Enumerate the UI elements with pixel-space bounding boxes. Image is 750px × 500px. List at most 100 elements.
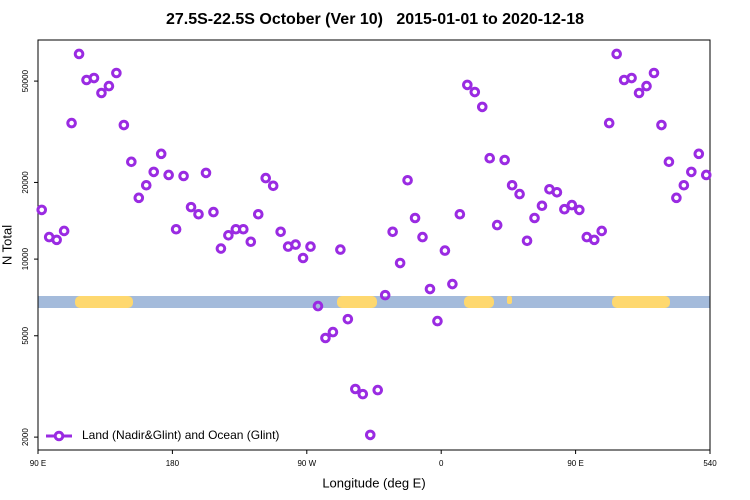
point [327, 326, 339, 338]
y-tick-label: 20000 [21, 171, 30, 194]
point [476, 101, 488, 113]
point [118, 119, 130, 131]
point [596, 225, 608, 237]
point [454, 208, 466, 220]
point [626, 72, 637, 84]
point [372, 384, 384, 396]
point [51, 234, 62, 246]
x-tick-label: 90 W [297, 459, 316, 468]
point [342, 313, 354, 325]
point [126, 156, 137, 168]
point [588, 234, 600, 246]
point [245, 236, 257, 248]
point [364, 429, 376, 441]
point [648, 67, 660, 79]
point [111, 67, 122, 79]
point [693, 148, 705, 160]
x-tick-label: 0 [439, 459, 444, 468]
point [58, 225, 70, 237]
point [686, 166, 697, 178]
point [379, 289, 391, 301]
point [559, 203, 570, 215]
point [350, 383, 361, 395]
point [499, 154, 510, 166]
point [155, 148, 167, 160]
point [641, 80, 652, 92]
x-axis-label: Longitude (deg E) [322, 475, 425, 490]
y-tick-label: 2000 [21, 428, 30, 446]
point [103, 80, 115, 92]
x-tick-label: 90 E [567, 459, 583, 468]
point [267, 180, 279, 192]
point [320, 332, 331, 344]
y-tick-label: 5000 [21, 326, 30, 344]
point [484, 152, 496, 164]
point [424, 283, 436, 295]
point [700, 169, 712, 181]
point [409, 212, 421, 224]
point [551, 186, 563, 198]
point [305, 241, 316, 252]
point [678, 179, 690, 191]
point [140, 179, 152, 191]
point [148, 166, 160, 178]
plot-frame [37, 39, 711, 451]
x-tick-label: 540 [703, 459, 717, 468]
point [633, 87, 645, 99]
point [491, 219, 503, 231]
point [603, 117, 615, 129]
y-tick-label: 50000 [21, 69, 30, 92]
point [514, 188, 525, 200]
point [387, 226, 398, 238]
point [357, 388, 369, 400]
point [439, 245, 451, 256]
point [432, 315, 443, 327]
point [574, 204, 585, 216]
point [529, 212, 540, 224]
legend-marker [53, 430, 65, 442]
point [447, 278, 458, 290]
y-axis-label: N Total [0, 225, 14, 265]
point [469, 86, 481, 98]
map-strip [38, 296, 710, 308]
point [260, 172, 272, 184]
point [402, 174, 413, 186]
point [73, 48, 85, 60]
point [36, 204, 48, 216]
chart-title: 27.5S-22.5S October (Ver 10) 2015-01-01 … [166, 11, 584, 28]
point [275, 226, 286, 238]
point [462, 79, 473, 91]
point [611, 48, 622, 60]
point [663, 156, 675, 168]
y-tick-label: 10000 [21, 247, 30, 270]
point [521, 235, 533, 247]
point [200, 167, 212, 179]
point [178, 170, 189, 182]
point [417, 231, 428, 243]
point [208, 206, 219, 218]
point [656, 119, 667, 131]
point [290, 239, 301, 250]
point [66, 117, 77, 129]
point [506, 179, 518, 191]
x-tick-label: 90 E [30, 459, 46, 468]
point [88, 72, 100, 84]
point [671, 192, 682, 204]
point [566, 199, 578, 211]
point [252, 208, 264, 220]
point [185, 201, 197, 213]
x-tick-label: 180 [166, 459, 180, 468]
point [223, 230, 234, 241]
point [170, 223, 182, 235]
point [193, 208, 204, 220]
point [238, 223, 249, 235]
point [297, 252, 309, 264]
point [335, 244, 346, 255]
point [96, 87, 107, 99]
point [163, 169, 174, 181]
point [312, 300, 324, 312]
point [133, 192, 145, 204]
legend-label: Land (Nadir&Glint) and Ocean (Glint) [82, 428, 279, 442]
point [536, 200, 548, 212]
